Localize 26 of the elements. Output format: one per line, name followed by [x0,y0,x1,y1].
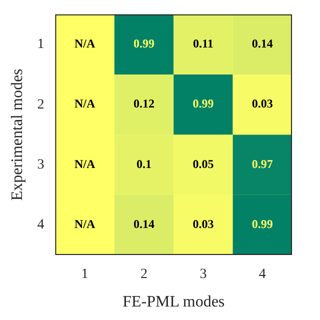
text: N/A [74,217,96,232]
data-label: 0.14 [134,217,154,232]
y-tick-label: 4 [37,218,44,233]
data-label: 0.99 [134,36,154,51]
data-label: 0.03 [252,96,273,111]
x-tick-label: 4 [258,267,266,282]
data-label: 0.03 [192,217,214,232]
x-axis-title: FE-PML modes [122,294,225,311]
data-label: 0.99 [252,217,273,232]
data-label: 0.1 [136,156,152,171]
text: N/A [74,156,96,171]
x-tick-label: 1 [81,267,88,282]
data-label: 0.12 [134,96,154,111]
y-tick-label: 3 [37,157,44,172]
y-tick-label: 2 [37,97,44,112]
data-label: 0.14 [252,36,273,51]
x-tick-label: 2 [140,267,148,282]
data-label: 0.11 [193,36,214,51]
data-label: 0.99 [192,96,214,111]
x-tick-label: 3 [200,267,207,282]
data-label: 0.05 [192,156,214,171]
data-label: 0.97 [252,156,273,171]
y-tick-label: 1 [37,37,44,52]
text: N/A [74,96,96,111]
y-axis-title: Experimental modes [8,68,26,201]
text: N/A [74,36,96,51]
